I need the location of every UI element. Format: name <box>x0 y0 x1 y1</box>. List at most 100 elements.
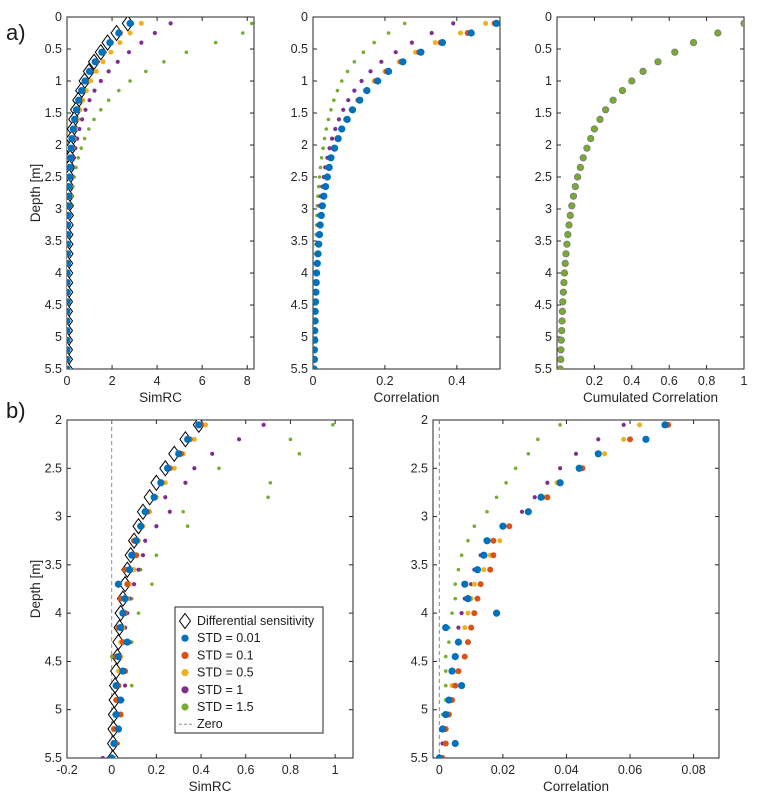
point-std-0-01 <box>451 739 459 748</box>
point-std-1-5 <box>402 21 407 26</box>
point-std-0-01 <box>117 696 125 704</box>
axes-box-a2 <box>312 16 501 370</box>
legend-label: STD = 0.1 <box>197 648 254 662</box>
point-std-0-01 <box>313 346 319 354</box>
x-tick-label: 8 <box>244 374 251 388</box>
point-cumulative <box>654 58 662 66</box>
point-std-0-01 <box>317 211 325 219</box>
marks-a3 <box>557 19 744 369</box>
point-std-0-01 <box>67 269 71 277</box>
point-std-0-01 <box>556 479 564 487</box>
point-std-1-5 <box>268 480 273 485</box>
point-std-0-01 <box>110 739 118 748</box>
y-tick-label: 5 <box>55 703 62 717</box>
point-std-0-01 <box>106 39 114 47</box>
point-cumulative <box>714 29 722 37</box>
point-std-0-1 <box>455 668 462 675</box>
point-std-1-5 <box>74 165 78 170</box>
point-std-0-01 <box>473 566 482 574</box>
point-std-1-5 <box>106 98 111 102</box>
point-std-0-01 <box>448 667 456 675</box>
point-std-0-01 <box>316 221 324 229</box>
point-std-0-01 <box>313 355 319 363</box>
point-cumulative <box>609 96 617 104</box>
point-std-1-5 <box>249 21 254 26</box>
point-std-0-01 <box>67 327 71 335</box>
point-cumulative <box>558 307 567 315</box>
y-tick-label: 4.5 <box>45 298 62 312</box>
point-std-0-01 <box>68 135 76 143</box>
point-std-1-5 <box>459 553 464 557</box>
point-std-0-01 <box>318 202 326 210</box>
y-tick-label: 2.5 <box>45 461 62 475</box>
point-std-0-1 <box>506 523 513 530</box>
point-std-1 <box>100 755 105 758</box>
x-tick-label: 4 <box>154 374 161 388</box>
point-std-0-1 <box>474 595 481 602</box>
point-std-1 <box>92 88 97 93</box>
x-axis-label: Cumulated Correlation <box>583 390 718 405</box>
point-std-1-5 <box>240 31 245 35</box>
point-std-0-5 <box>465 610 471 616</box>
point-std-1-5 <box>184 50 189 54</box>
panel-label-a: a) <box>6 20 26 45</box>
chart-a3: 0.2 0.4 0.6 0.8 1 0 0.5 1 1.5 2 2.5 3 3.5 4 4.5 5 5.5 Cum… <box>535 10 748 405</box>
y-tick-label: 1 <box>55 74 62 88</box>
point-std-1 <box>79 117 85 122</box>
point-cumulative <box>583 144 591 152</box>
point-std-1 <box>379 59 384 64</box>
point-std-1 <box>327 146 332 151</box>
y-axis-label: Depth [m] <box>28 560 43 619</box>
point-std-1-5 <box>92 117 96 122</box>
y-tick-label: 4 <box>301 266 308 280</box>
point-std-1 <box>596 437 601 442</box>
point-std-0-01 <box>157 479 165 487</box>
point-std-1-5 <box>485 509 489 514</box>
point-cumulative <box>576 163 584 171</box>
point-std-1 <box>77 126 82 132</box>
point-std-0-5 <box>88 78 94 84</box>
point-std-1 <box>261 422 266 427</box>
point-std-0-01 <box>313 298 320 306</box>
point-std-0-01 <box>78 87 86 95</box>
point-cumulative <box>602 106 610 114</box>
point-std-0-01 <box>81 77 89 85</box>
x-tick-label: 1 <box>332 763 339 777</box>
point-std-0-01 <box>313 269 321 277</box>
y-tick-label: 1 <box>545 74 552 88</box>
point-std-0-01 <box>67 317 71 325</box>
axes-box-a3 <box>556 16 745 370</box>
point-std-0-5 <box>432 40 438 46</box>
point-std-1-5 <box>331 423 335 427</box>
point-cumulative <box>557 336 565 344</box>
point-std-1-5 <box>316 184 321 189</box>
point-std-1-5 <box>443 669 448 673</box>
point-std-1 <box>519 509 525 514</box>
point-cumulative <box>566 211 574 219</box>
point-std-1-5 <box>266 495 270 500</box>
point-std-0-01 <box>67 144 75 152</box>
y-tick-label: 1.5 <box>45 106 62 120</box>
y-tick-label: 2.5 <box>411 461 428 475</box>
point-std-0-01 <box>338 125 346 133</box>
point-std-1 <box>532 495 537 500</box>
point-std-0-01 <box>175 450 183 458</box>
point-std-0-5 <box>483 20 489 26</box>
x-axis-label: Correlation <box>543 779 609 794</box>
point-std-0-01 <box>313 336 319 344</box>
point-std-0-01 <box>321 183 330 191</box>
point-std-1 <box>336 117 341 122</box>
y-tick-label: 5.5 <box>45 362 62 376</box>
x-tick-label: 0.4 <box>192 763 209 777</box>
y-tick-label: 4 <box>55 266 62 280</box>
point-std-1 <box>122 683 128 688</box>
point-std-0-1 <box>490 537 497 544</box>
x-axis-label: SimRC <box>139 390 182 405</box>
point-std-0-01 <box>119 609 127 617</box>
point-std-1 <box>143 538 148 543</box>
point-std-1 <box>346 98 351 103</box>
x-tick-label: 0.02 <box>491 763 515 777</box>
point-std-0-01 <box>128 551 136 559</box>
point-std-0-1 <box>487 566 494 573</box>
point-std-0-01 <box>114 653 122 661</box>
